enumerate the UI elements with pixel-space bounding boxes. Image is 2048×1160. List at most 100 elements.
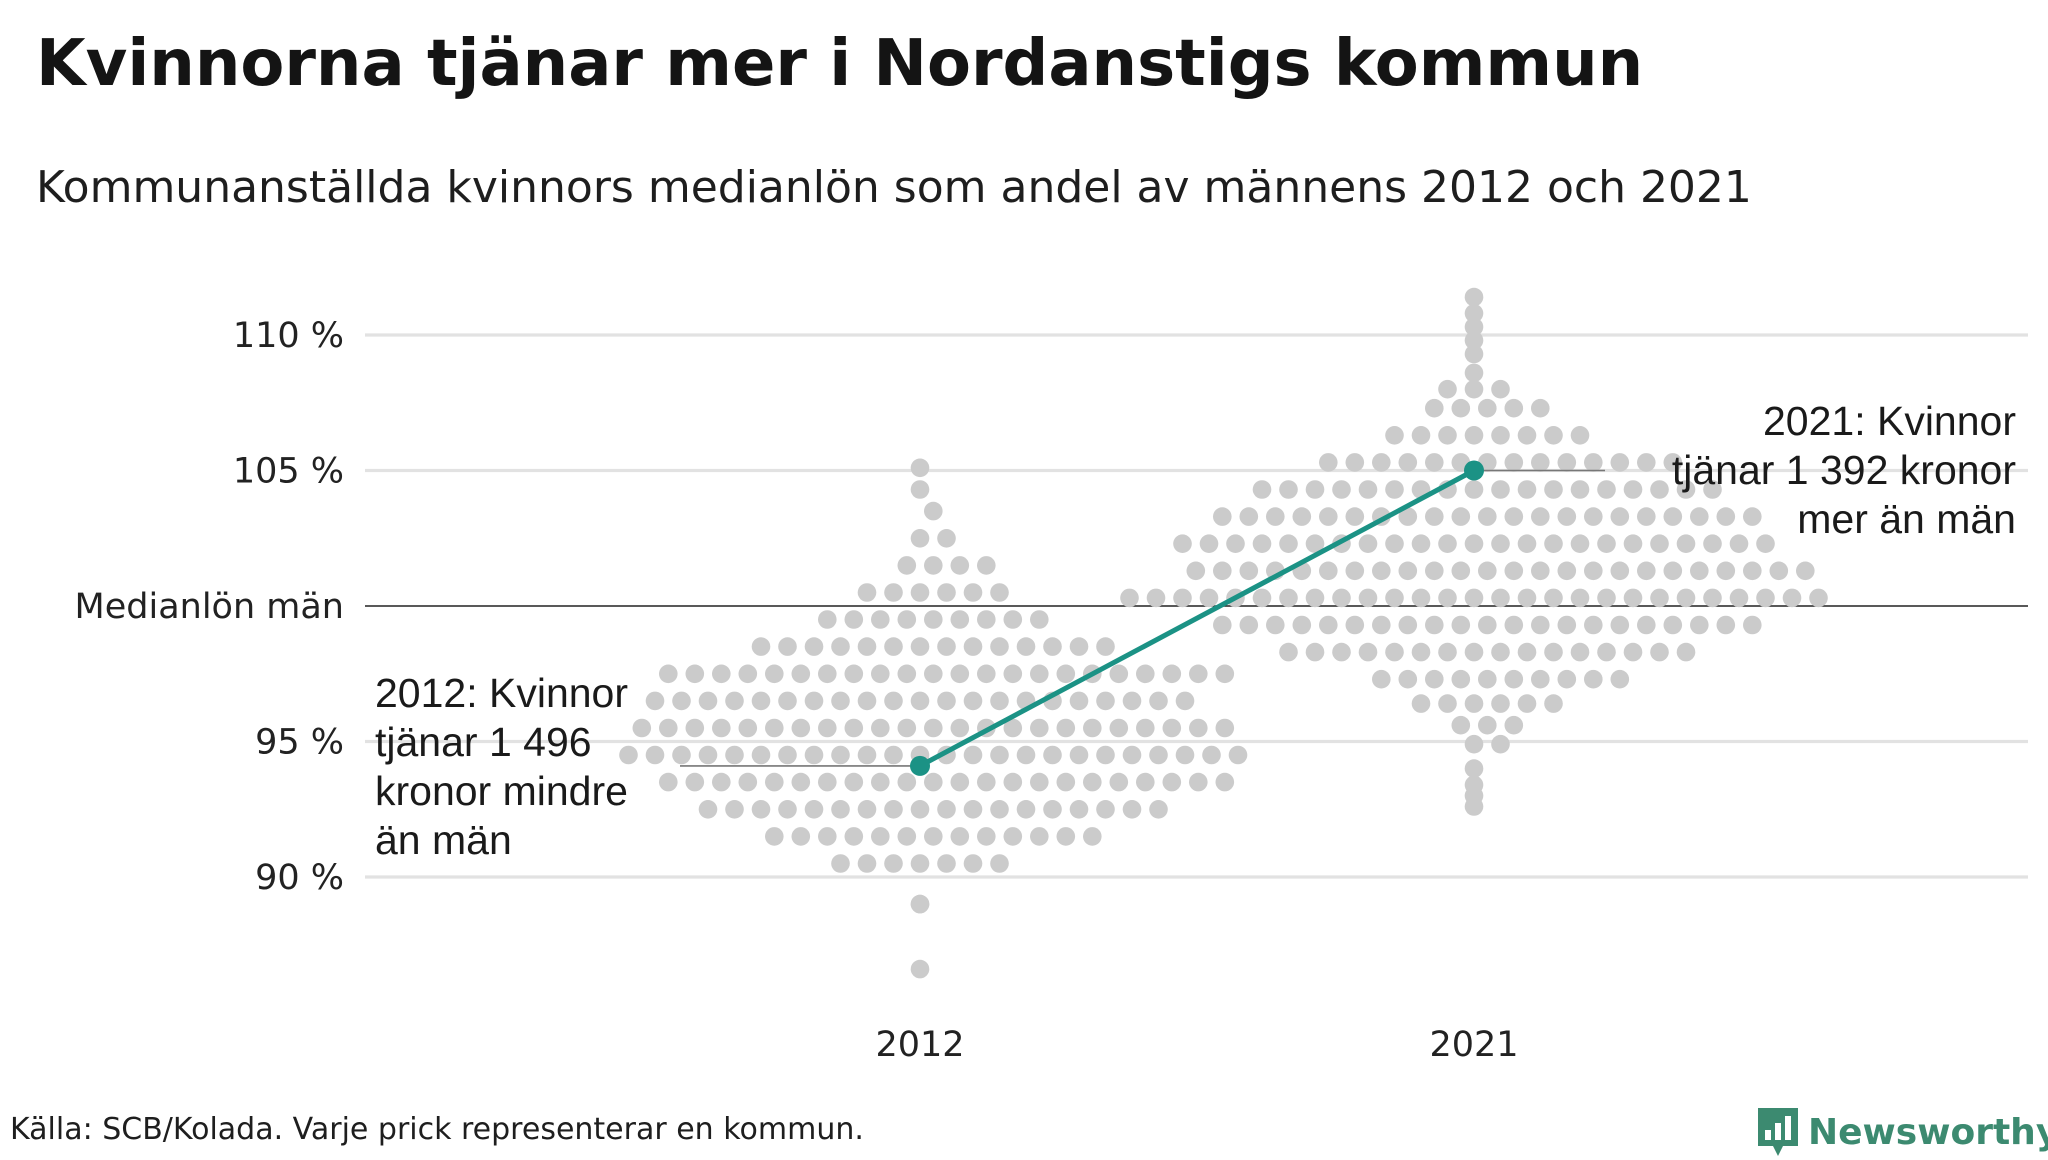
- municipality-dot: [1690, 507, 1709, 526]
- municipality-dot: [910, 854, 930, 873]
- municipality-dot: [1663, 507, 1683, 526]
- municipality-dot: [910, 583, 930, 602]
- municipality-dot: [1464, 379, 1484, 399]
- municipality-dot: [1345, 561, 1365, 581]
- municipality-dot: [910, 480, 930, 499]
- municipality-dot: [1186, 561, 1206, 581]
- municipality-dot: [1451, 507, 1471, 526]
- municipality-dot: [1003, 772, 1023, 792]
- chart-title: Kvinnorna tjänar mer i Nordanstigs kommu…: [36, 27, 1644, 101]
- municipality-dot: [1478, 615, 1497, 635]
- municipality-dot: [1003, 664, 1023, 684]
- municipality-dot: [990, 745, 1009, 765]
- municipality-dot: [1385, 642, 1404, 662]
- municipality-dot: [1584, 615, 1603, 635]
- municipality-dot: [1464, 775, 1484, 795]
- municipality-dot: [857, 637, 877, 656]
- municipality-dot: [672, 745, 691, 765]
- municipality-dot: [884, 854, 903, 873]
- municipality-dot: [1623, 588, 1643, 608]
- municipality-dot: [910, 637, 930, 656]
- municipality-dot: [977, 664, 996, 684]
- municipality-dot: [1411, 426, 1431, 445]
- annotations: 2012: Kvinnor tjänar 1 496 kronor mindre än…: [375, 398, 2016, 863]
- municipality-dot: [1398, 669, 1418, 689]
- municipality-dot: [950, 772, 970, 792]
- municipality-dot: [1213, 561, 1232, 581]
- municipality-dot: [910, 959, 930, 979]
- municipality-dot: [1239, 507, 1259, 526]
- municipality-dot: [910, 800, 930, 819]
- municipality-dot: [1517, 694, 1537, 713]
- municipality-dot: [1451, 615, 1471, 635]
- municipality-dot: [950, 610, 970, 629]
- municipality-dot: [685, 772, 705, 792]
- municipality-dot: [1385, 534, 1404, 553]
- municipality-dot: [1531, 669, 1550, 689]
- municipality-dot: [1398, 561, 1418, 581]
- municipality-dot: [937, 637, 956, 656]
- municipality-dot: [1663, 561, 1683, 581]
- municipality-dot: [1425, 615, 1444, 635]
- municipality-dot: [1676, 534, 1696, 553]
- municipality-dot: [871, 827, 890, 846]
- municipality-dot: [712, 664, 731, 684]
- municipality-dot: [1266, 615, 1285, 635]
- municipality-dot: [937, 854, 956, 873]
- chart-subtitle: Kommunanställda kvinnors medianlön som a…: [36, 162, 1752, 213]
- municipality-dot: [1517, 426, 1537, 445]
- municipality-dot: [1650, 588, 1669, 608]
- municipality-dot: [963, 854, 983, 873]
- municipality-dot: [1703, 534, 1722, 553]
- municipality-dot: [765, 664, 784, 684]
- y-axis-ticks: 90 % 95 % Medianlön män 105 % 110 %: [75, 316, 344, 898]
- municipality-dot: [1279, 642, 1298, 662]
- municipality-dot: [818, 664, 837, 684]
- municipality-dot: [1109, 718, 1129, 738]
- municipality-dot: [1372, 561, 1391, 581]
- municipality-dot: [1544, 642, 1563, 662]
- municipality-dot: [712, 718, 731, 738]
- municipality-dot: [1464, 588, 1484, 608]
- municipality-dot: [1358, 642, 1378, 662]
- municipality-dot: [1385, 480, 1404, 499]
- municipality-dot: [1425, 398, 1444, 418]
- municipality-dot: [1464, 317, 1484, 337]
- municipality-dot: [831, 800, 850, 819]
- municipality-dot: [1292, 615, 1312, 635]
- municipality-dot: [990, 854, 1009, 873]
- municipality-dot: [924, 664, 943, 684]
- municipality-dot: [897, 556, 917, 575]
- municipality-dot: [937, 583, 956, 602]
- municipality-dot: [844, 827, 864, 846]
- municipality-dot: [1517, 642, 1537, 662]
- bar-chart-pin-icon: [1758, 1108, 1798, 1156]
- municipality-dot: [1438, 379, 1457, 399]
- municipality-dot: [1345, 615, 1365, 635]
- municipality-dot: [765, 718, 784, 738]
- municipality-dot: [1122, 745, 1142, 765]
- reference-line-label: Medianlön män: [75, 587, 344, 627]
- municipality-dot: [1610, 615, 1630, 635]
- municipality-dot: [990, 800, 1009, 819]
- brand-logo[interactable]: Newsworthy: [1756, 1104, 2048, 1160]
- municipality-dot: [804, 691, 824, 711]
- municipality-dot: [1517, 534, 1537, 553]
- municipality-dot: [1003, 610, 1023, 629]
- municipality-dot: [698, 745, 718, 765]
- municipality-dot: [1096, 691, 1115, 711]
- municipality-dot: [1425, 453, 1444, 472]
- highlight-point: [1464, 460, 1484, 481]
- municipality-dot: [698, 691, 718, 711]
- municipality-dot: [672, 691, 691, 711]
- municipality-dot: [791, 827, 811, 846]
- municipality-dot: [1531, 398, 1550, 418]
- municipality-dot: [1056, 718, 1076, 738]
- municipality-dot: [844, 610, 864, 629]
- municipality-dot: [1623, 642, 1643, 662]
- municipality-dot: [1056, 772, 1076, 792]
- municipality-dots: [619, 287, 1828, 979]
- municipality-dot: [1464, 734, 1484, 754]
- municipality-dot: [1226, 534, 1245, 553]
- municipality-dot: [1398, 453, 1418, 472]
